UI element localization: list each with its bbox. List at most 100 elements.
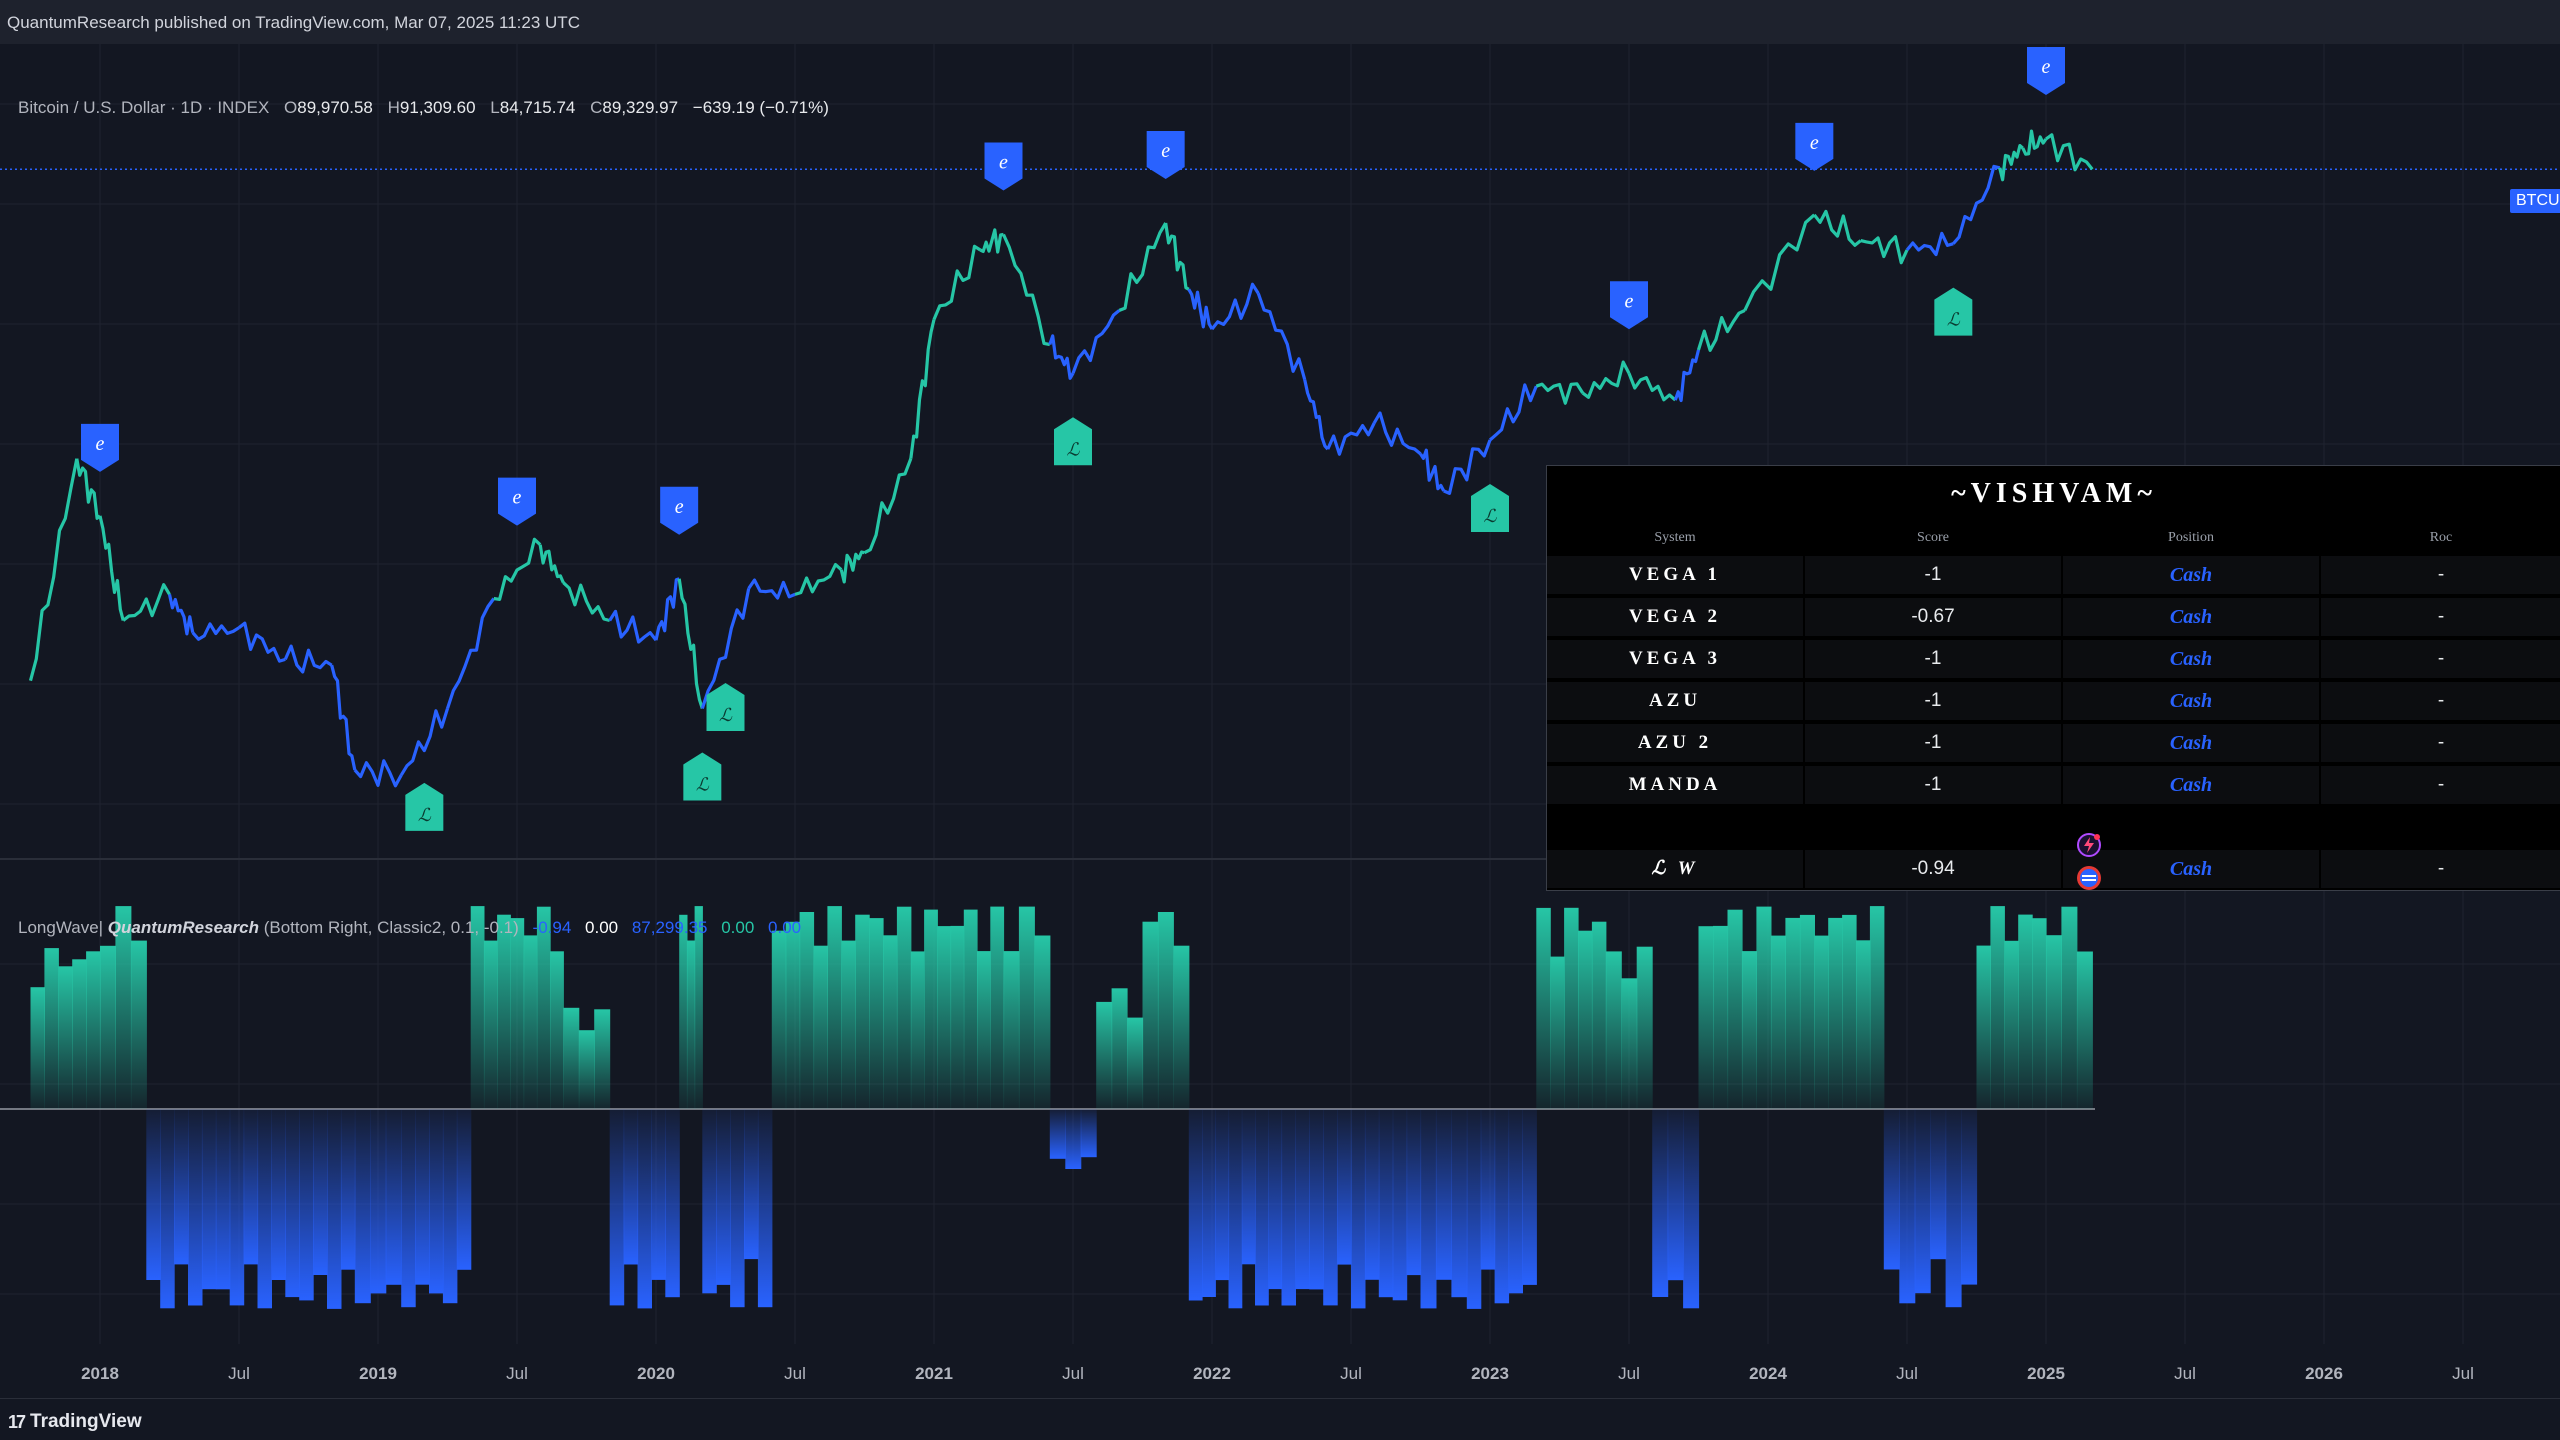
marker-label: ℒ: [1484, 506, 1498, 526]
oscillator-bar-short: [1378, 1109, 1394, 1298]
oscillator-bar-long: [1564, 907, 1579, 1109]
marker-label: e: [999, 152, 1008, 174]
marker-shape: [1610, 281, 1648, 330]
price-segment: [1998, 143, 2024, 182]
oscillator-bar-short: [716, 1109, 731, 1285]
oscillator-bar-long: [841, 940, 856, 1109]
us-flag-icon[interactable]: [2077, 866, 2101, 890]
price-segment: [1581, 360, 1631, 399]
indicator-value-4: 0.00: [721, 918, 755, 937]
oscillator-bar-long: [2046, 935, 2062, 1109]
oscillator-bar-long: [1605, 951, 1622, 1109]
system-position: Cash: [2063, 640, 2319, 680]
oscillator-bar-long: [1591, 921, 1607, 1109]
price-chart: [28, 129, 2094, 788]
indicator-author: QuantumResearch: [107, 918, 259, 937]
oscillator-bar-long: [497, 914, 511, 1109]
marker-label: ℒ: [719, 705, 733, 725]
short-signal-marker: e: [81, 423, 119, 472]
price-segment: [2045, 133, 2094, 172]
oscillator-bar-long: [1536, 907, 1551, 1109]
oscillator-bar-short: [1080, 1109, 1097, 1158]
price-segment: [562, 581, 611, 623]
oscillator-bar-short: [313, 1109, 328, 1275]
price-segment: [747, 578, 796, 600]
indicator-name[interactable]: LongWave|: [18, 918, 104, 937]
oscillator-bar-short: [1899, 1109, 1916, 1304]
marker-shape: [1054, 417, 1092, 466]
oscillator-bar-short: [1508, 1109, 1523, 1294]
close-value: 89,329.97: [602, 98, 679, 117]
oscillator-bar-short: [1323, 1109, 1338, 1306]
price-segment: [1743, 213, 1816, 312]
oscillator-bar-long: [100, 945, 116, 1109]
table-row: VEGA 3 -1 Cash -: [1547, 640, 2560, 680]
oscillator-bar-short: [1049, 1109, 1066, 1159]
price-segment: [1118, 222, 1168, 312]
oscillator-bar-short: [1065, 1109, 1082, 1169]
event-icons[interactable]: [2075, 831, 2111, 893]
oscillator-bar-short: [188, 1109, 203, 1306]
marker-shape: [660, 486, 699, 535]
header-system: System: [1654, 530, 1696, 545]
published-text: QuantumResearch published on TradingView…: [7, 13, 580, 32]
oscillator-bar-short: [1255, 1109, 1269, 1306]
oscillator-bar-long: [1814, 935, 1829, 1109]
price-segment: [1048, 334, 1075, 380]
indicator-value-2: 0.00: [585, 918, 619, 937]
oscillator-bar-short: [1683, 1109, 1700, 1309]
oscillator-bar-short: [299, 1109, 314, 1301]
oscillator-bar-short: [1930, 1109, 1947, 1260]
oscillator-bar-short: [1281, 1109, 1296, 1306]
price-segment: [1326, 422, 1376, 456]
indicator-legend[interactable]: LongWave| QuantumResearch (Bottom Right,…: [18, 918, 801, 938]
oscillator-bar-long: [963, 909, 978, 1109]
x-tick-label: 2025: [2027, 1364, 2065, 1383]
main-legend[interactable]: Bitcoin / U.S. Dollar · 1D · INDEX O89,9…: [18, 98, 829, 118]
system-position: Cash: [2063, 682, 2319, 722]
price-segment: [330, 664, 357, 771]
price-segment: [98, 515, 125, 621]
oscillator-bar-short: [1364, 1109, 1380, 1280]
system-score: -1: [1805, 556, 2061, 596]
marker-label: e: [513, 487, 522, 509]
short-signal-marker: e: [1795, 122, 1834, 171]
oscillator-bar-long: [1869, 906, 1885, 1109]
price-segment: [75, 458, 102, 520]
oscillator-bar-long: [1096, 1001, 1113, 1109]
tradingview-brand[interactable]: 17 TradingView: [8, 1411, 142, 1433]
oscillator-bar-short: [257, 1109, 272, 1309]
lightning-icon[interactable]: [2077, 833, 2101, 857]
oscillator-bar-short: [146, 1109, 161, 1280]
price-segment: [1535, 382, 1585, 405]
indicator-value-3: 87,299.35: [631, 918, 708, 937]
price-segment: [1860, 235, 1909, 265]
oscillator-bar-long: [813, 945, 828, 1109]
system-score: -0.67: [1805, 598, 2061, 638]
indicator-value-1: -0.94: [532, 918, 572, 937]
symbol-title[interactable]: Bitcoin / U.S. Dollar · 1D · INDEX: [18, 98, 270, 117]
price-segment: [863, 458, 913, 555]
system-position: Cash: [2063, 556, 2319, 596]
price-segment: [1443, 439, 1492, 495]
long-signal-marker: ℒ: [1934, 287, 1973, 336]
x-tick-label: 2024: [1749, 1364, 1787, 1383]
price-segment: [1002, 233, 1051, 347]
long-signal-marker: ℒ: [1471, 484, 1509, 533]
oscillator-bar-long: [679, 914, 688, 1109]
x-tick-label: 2021: [915, 1364, 953, 1383]
marker-shape: [81, 423, 119, 472]
marker-label: e: [2042, 56, 2051, 78]
chart-area[interactable]: e e e e e e e e ℒ ℒ ℒ ℒ ℒ ℒ 2018 Jul 2019 Jul 2020 Jul 2021…: [0, 44, 2560, 1398]
price-segment: [399, 708, 450, 777]
oscillator-bar-long: [2076, 951, 2093, 1109]
oscillator-bar-short: [1228, 1109, 1243, 1309]
system-score: -1: [1805, 724, 2061, 764]
price-segment: [1419, 448, 1446, 492]
system-score: -1: [1805, 766, 2061, 806]
table-row: VEGA 2 -0.67 Cash -: [1547, 598, 2560, 638]
oscillator-bar-short: [1480, 1109, 1496, 1270]
x-tick-label: 2019: [359, 1364, 397, 1383]
oscillator-bar-short: [429, 1109, 444, 1294]
indicator-params: (Bottom Right, Classic2, 0.1, -0.1): [263, 918, 519, 937]
